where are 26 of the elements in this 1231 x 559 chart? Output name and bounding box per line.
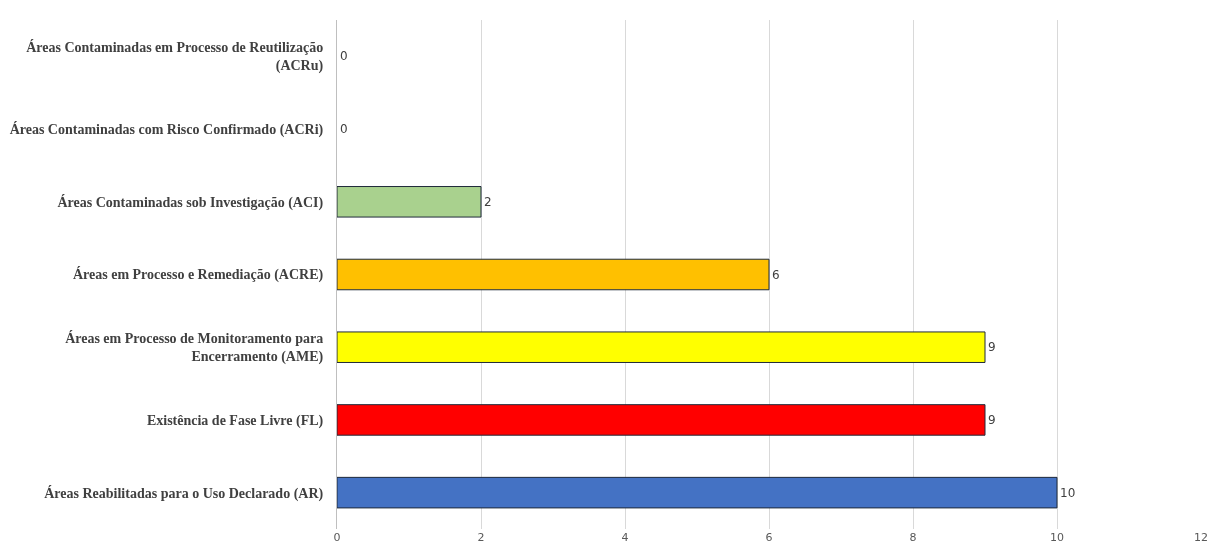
data-label: 0 xyxy=(340,122,348,137)
y-tick-label: Áreas Contaminadas com Risco Confirmado (ACRi) xyxy=(9,120,324,138)
bar xyxy=(337,258,770,291)
data-label: 9 xyxy=(988,412,996,427)
data-label: 0 xyxy=(340,49,348,64)
x-tick-label: 10 xyxy=(1050,531,1064,544)
data-label: 10 xyxy=(1060,485,1076,500)
data-label: 9 xyxy=(988,340,996,355)
x-tick-label: 4 xyxy=(621,531,629,544)
y-tick-label: Áreas Contaminadas sob Investigação (ACI) xyxy=(57,193,324,211)
x-tick-label: 0 xyxy=(333,531,341,544)
y-tick-label: Áreas Contaminadas em Processo de Reutilização (ACRu) xyxy=(26,39,324,75)
y-tick-label: Áreas em Processo e Remediação (ACRE) xyxy=(72,266,324,284)
bar xyxy=(337,331,986,363)
x-tick-label: 2 xyxy=(477,531,485,544)
data-label: 6 xyxy=(772,267,780,282)
bar xyxy=(337,186,482,218)
bar xyxy=(337,404,986,436)
y-tick-label: Existência de Fase Livre (FL) xyxy=(146,412,324,429)
x-tick-label: 8 xyxy=(909,531,917,544)
y-tick-label: Áreas em Processo de Monitoramento para Encerramento (AME) xyxy=(65,330,324,366)
y-tick-label: Áreas Reabilitadas para o Uso Declarado (AR) xyxy=(44,484,324,502)
x-tick-label: 12 xyxy=(1194,531,1208,544)
data-label: 2 xyxy=(484,194,492,209)
x-tick-label: 6 xyxy=(765,531,773,544)
bar xyxy=(337,476,1058,509)
